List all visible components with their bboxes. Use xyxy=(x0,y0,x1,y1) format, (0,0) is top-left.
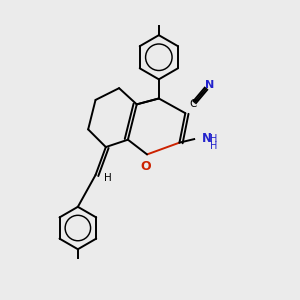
Text: H: H xyxy=(104,173,112,183)
Text: O: O xyxy=(140,160,151,173)
Text: H: H xyxy=(210,134,218,144)
Text: N: N xyxy=(202,132,212,145)
Text: N: N xyxy=(205,80,214,90)
Text: H: H xyxy=(210,141,218,151)
Text: C: C xyxy=(189,99,196,109)
